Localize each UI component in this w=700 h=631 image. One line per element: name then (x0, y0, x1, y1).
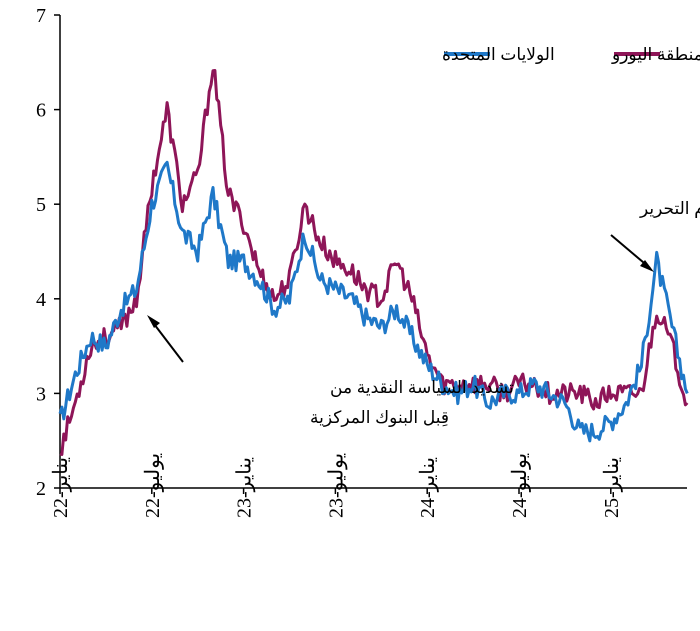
x-tick-label: يناير-24 (417, 457, 439, 518)
annotations: يوم التحرير تشديد السياسة النقدية من قِب… (147, 199, 700, 427)
legend: منطقة اليورو الولايات المتحدة (442, 45, 700, 64)
annotation-arrow-tightening (150, 319, 184, 363)
y-tick-label: 7 (36, 5, 46, 27)
series-lines (58, 69, 689, 456)
legend-label-us: الولايات المتحدة (442, 45, 555, 64)
y-tick-label: 5 (36, 194, 46, 216)
legend-label-euro: منطقة اليورو (611, 45, 700, 64)
arrowhead-tightening (147, 315, 160, 328)
series-line-us (58, 160, 689, 443)
annotation-liberation-day: يوم التحرير (639, 199, 700, 218)
y-tick-label: 4 (36, 289, 46, 311)
arrowhead-liberation-day (640, 260, 654, 272)
x-ticks: يناير-22 يوليو-22 يناير-23 يوليو-23 يناير-24… (50, 453, 623, 518)
x-tick-label: يناير-25 (601, 457, 623, 518)
y-tick-label: 6 (36, 100, 46, 122)
annotation-tightening-line1: تشديد السياسة النقدية من (330, 378, 514, 397)
y-tick-label: 2 (36, 478, 46, 500)
y-ticks: 2 3 4 5 6 7 (36, 5, 60, 500)
y-tick-label: 3 (36, 383, 46, 405)
x-tick-label: يناير-23 (234, 457, 256, 518)
x-tick-label: يوليو-24 (509, 453, 531, 518)
series-line-euro (59, 69, 689, 456)
x-tick-label: يوليو-23 (325, 453, 347, 518)
x-tick-label: يناير-22 (50, 457, 72, 518)
x-tick-label: يوليو-22 (142, 453, 164, 518)
annotation-tightening-line2: قِبل البنوك المركزية (310, 408, 449, 427)
